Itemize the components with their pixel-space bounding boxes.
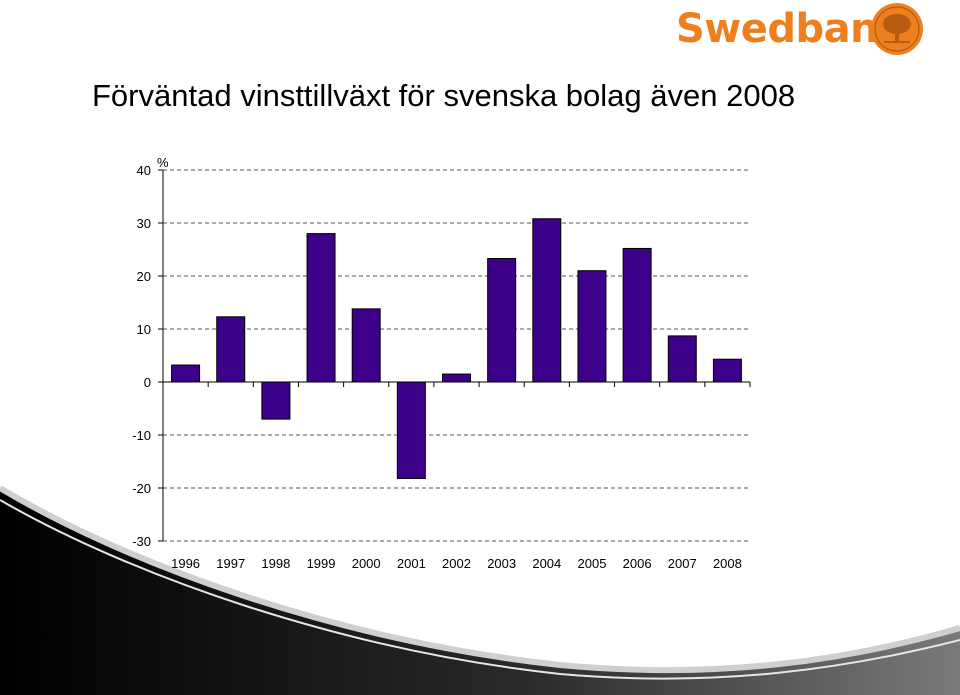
x-tick-label: 2008: [713, 556, 742, 571]
y-tick-label: 20: [137, 269, 151, 284]
swedbank-logo: Swedbank: [676, 2, 926, 60]
bar-2003: [487, 258, 517, 383]
bar-2001: [396, 381, 426, 479]
x-tick-label: 1996: [171, 556, 200, 571]
x-tick-label: 2006: [623, 556, 652, 571]
logo-text: Swedbank: [676, 6, 905, 52]
x-tick-label: 1998: [261, 556, 290, 571]
bar-2006: [622, 247, 652, 383]
x-tick-label: 1997: [216, 556, 245, 571]
y-tick-label: 10: [137, 322, 151, 337]
x-tick-label: 1999: [307, 556, 336, 571]
x-tick-label: 2007: [668, 556, 697, 571]
y-tick-label: 30: [137, 216, 151, 231]
bar-2002: [442, 373, 471, 383]
x-tick-label: 2004: [532, 556, 561, 571]
y-tick-label: -10: [132, 428, 151, 443]
y-tick-label: -20: [132, 481, 151, 496]
x-tick-label: 2001: [397, 556, 426, 571]
bar-1997: [216, 316, 246, 383]
x-tick-label: 2005: [578, 556, 607, 571]
x-tick-label: 2002: [442, 556, 471, 571]
bar-2004: [532, 218, 562, 383]
bar-2008: [712, 358, 742, 383]
bar-2007: [667, 335, 697, 383]
y-tick-label: 0: [144, 375, 151, 390]
bar-1996: [171, 364, 201, 383]
oak-tree-seal-icon: [871, 3, 923, 55]
y-tick-label: -30: [132, 534, 151, 549]
bar-1998: [261, 381, 291, 420]
y-axis-unit-label: %: [157, 155, 169, 170]
bar-1999: [306, 233, 336, 383]
slide-title: Förväntad vinsttillväxt för svenska bola…: [92, 78, 796, 113]
x-tick-label: 2000: [352, 556, 381, 571]
bar-2000: [351, 308, 381, 383]
x-tick-label: 2003: [487, 556, 516, 571]
bar-2005: [577, 270, 607, 383]
y-tick-label: 40: [137, 163, 151, 178]
